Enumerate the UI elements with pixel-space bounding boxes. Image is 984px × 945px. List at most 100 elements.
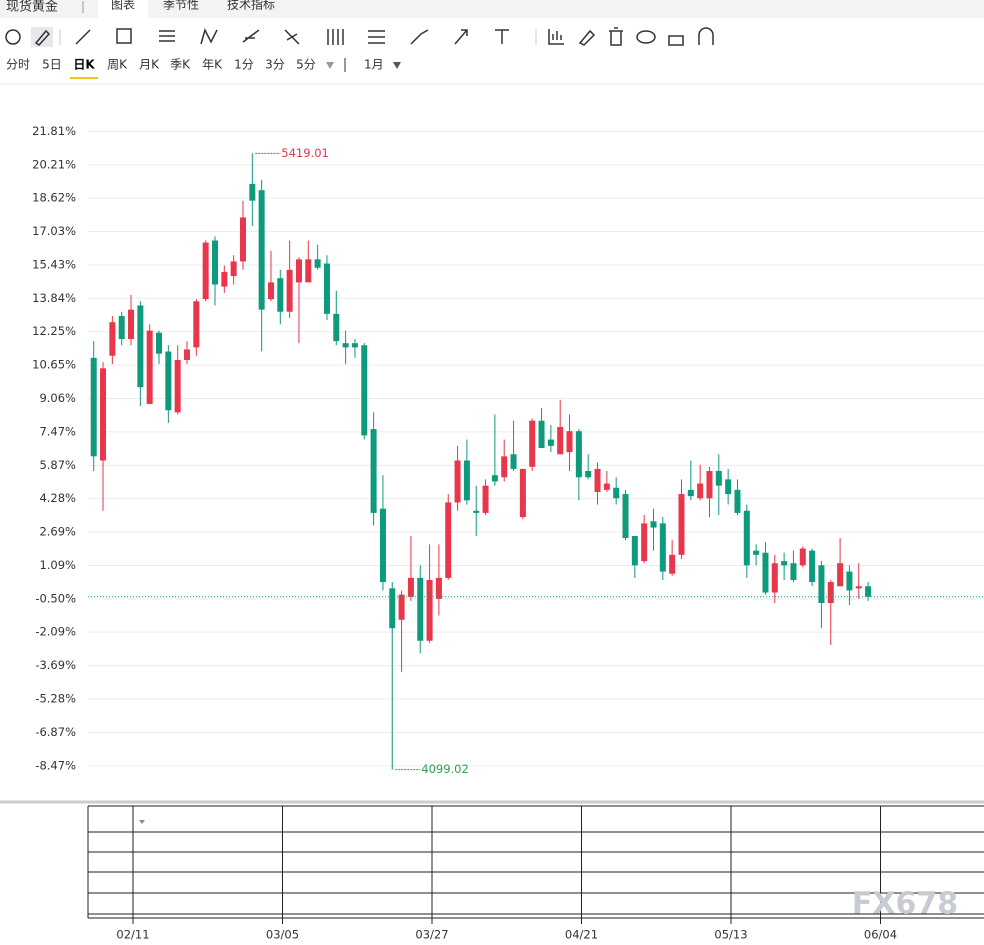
candle-body [771, 563, 778, 593]
candle-body [463, 460, 470, 501]
candle-body [743, 510, 750, 566]
candle-body [865, 586, 872, 597]
tool-icon[interactable] [578, 29, 596, 46]
candle-body [622, 494, 629, 539]
candle-body [109, 322, 116, 356]
y-tick-label: 21.81% [32, 124, 76, 138]
tool-icon[interactable] [548, 29, 564, 45]
tool-icon[interactable] [668, 35, 684, 46]
extreme-label: 4099.02 [421, 762, 469, 776]
period-option[interactable]: 月K [139, 58, 160, 72]
period-option[interactable]: 3分 [265, 58, 285, 72]
period-option[interactable]: 1分 [234, 58, 254, 72]
drawing-toolbar [5, 27, 714, 47]
tool-icon[interactable] [34, 29, 51, 46]
y-tick-label: 2.69% [39, 524, 76, 538]
candle-body [827, 582, 834, 604]
tool-icon[interactable] [636, 30, 656, 44]
candle-body [221, 271, 228, 287]
tool-icon[interactable] [454, 29, 468, 45]
tool-icon[interactable] [327, 29, 344, 45]
period-option[interactable]: 分时 [6, 58, 30, 72]
x-tick-label: 05/13 [714, 928, 747, 942]
extreme-label: 5419.01 [281, 146, 329, 160]
candle-body [100, 368, 107, 461]
y-tick-label: 15.43% [32, 258, 76, 272]
range-select[interactable]: 1月 [364, 58, 384, 72]
candle-body [184, 349, 190, 360]
dropdown-arrow[interactable] [326, 62, 334, 69]
period-option[interactable]: 5分 [296, 58, 316, 72]
tool-icon[interactable] [5, 29, 21, 45]
tool-icon[interactable] [159, 30, 175, 42]
tool-icon[interactable] [75, 29, 91, 45]
period-option[interactable]: 5日 [42, 58, 62, 72]
tool-icon[interactable] [116, 28, 132, 44]
candle-body [249, 183, 256, 201]
candle-body [156, 332, 163, 354]
candle-body [407, 577, 414, 597]
candle-body [286, 269, 293, 312]
tool-active[interactable] [31, 27, 53, 47]
period-option[interactable]: 周K [107, 58, 128, 72]
y-tick-label: 12.25% [32, 324, 76, 338]
candle-body [193, 301, 200, 348]
candle-body [594, 468, 601, 492]
y-tick-label: -0.50% [35, 591, 76, 605]
candle-body [267, 282, 274, 300]
x-tick-label: 02/11 [116, 928, 149, 942]
candle-body [351, 343, 358, 348]
tool-icon[interactable] [368, 30, 385, 44]
y-tick-label: 9.06% [39, 391, 76, 405]
candle-body [781, 561, 788, 566]
candle-body [603, 483, 610, 490]
candle-body [305, 259, 312, 283]
candle-body [762, 552, 769, 593]
candle-body [473, 510, 480, 513]
tool-icon[interactable] [242, 29, 260, 43]
y-tick-label: -3.69% [35, 658, 76, 672]
candle-body [211, 240, 218, 285]
candle-body [855, 586, 862, 589]
candle-body [538, 420, 545, 448]
dropdown-arrow[interactable] [393, 62, 401, 69]
y-tick-label: 7.47% [39, 424, 76, 438]
period-bar: 分时 5日 日K 周K 月K 季K 年K 1分 3分 5分 [6, 58, 316, 79]
tab[interactable]: 图表 [111, 0, 135, 12]
candle-body [519, 468, 526, 518]
candle-body [641, 523, 648, 562]
tab[interactable]: 技术指标 [227, 0, 275, 12]
period-option[interactable]: 季K [170, 58, 191, 72]
period-option[interactable]: 年K [202, 58, 223, 72]
candle-body [501, 456, 508, 478]
candle-body [202, 242, 209, 300]
candle-body [277, 278, 284, 312]
x-tick-label: 03/05 [266, 928, 299, 942]
candle-body [454, 460, 461, 503]
tab-bar [0, 0, 984, 18]
x-tick-label: 03/27 [415, 928, 448, 942]
tool-icon[interactable] [495, 29, 509, 44]
candle-body [678, 494, 685, 555]
dropdown-arrow[interactable] [139, 820, 145, 824]
candle-body [165, 351, 172, 411]
candle-body [417, 577, 424, 641]
tool-icon[interactable] [698, 27, 714, 45]
watermark: FX678 [852, 887, 958, 922]
y-tick-label: -2.09% [35, 625, 76, 639]
candle-body [333, 313, 340, 342]
tool-icon[interactable] [200, 27, 218, 45]
y-tick-label: -6.87% [35, 725, 76, 739]
tab[interactable]: 季节性 [163, 0, 199, 12]
candle-body [314, 259, 321, 268]
tool-icon[interactable] [609, 27, 623, 46]
candle-body [128, 309, 135, 339]
candle-body [706, 471, 713, 499]
tool-icon[interactable] [284, 29, 300, 45]
y-tick-label: -8.47% [35, 758, 76, 772]
period-option[interactable]: 日K [73, 58, 95, 72]
tool-icon[interactable] [410, 29, 429, 45]
candle-body [361, 345, 368, 436]
candle-body [426, 579, 433, 641]
